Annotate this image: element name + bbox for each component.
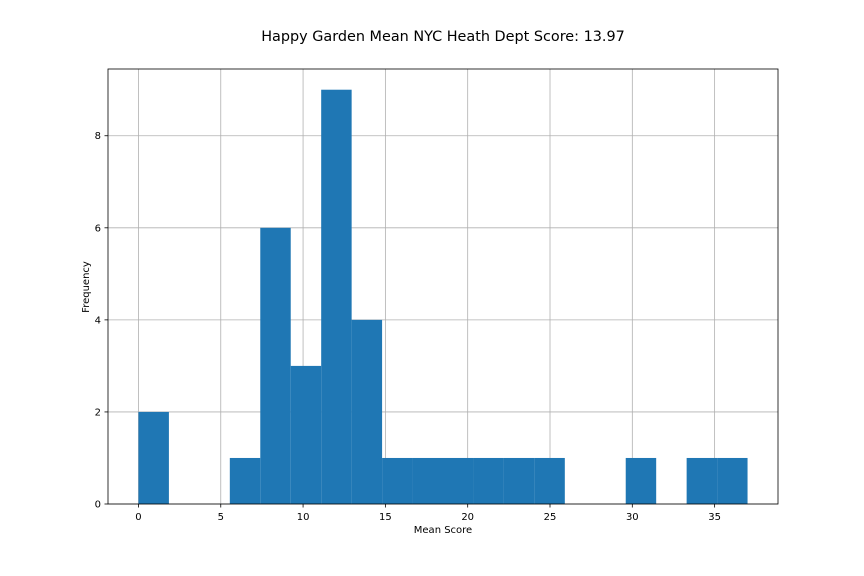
histogram-bar [138,411,169,504]
histogram-bar [260,227,291,505]
histogram-bar [534,457,565,504]
chart-title: Happy Garden Mean NYC Heath Dept Score: … [261,29,625,45]
y-axis-label: Frequency [81,261,92,313]
plot-frame [107,68,779,505]
x-axis-ticks: 0 5 10 15 20 25 30 35 [135,504,721,523]
histogram-bar [229,457,261,504]
x-tick-label: 5 [218,512,224,523]
x-tick-label: 10 [297,512,310,523]
x-tick-label: 25 [544,512,557,523]
histogram-bar [382,457,413,504]
histogram-bar [321,89,352,504]
x-axis-label: Mean Score [414,525,472,536]
y-tick-label: 8 [95,131,101,142]
bars [138,89,748,505]
grid-lines [108,69,778,505]
x-tick-label: 15 [379,512,392,523]
histogram-bar [412,457,443,504]
y-tick-label: 4 [95,315,101,326]
x-tick-label: 30 [626,512,639,523]
histogram-bar [290,365,322,504]
x-tick-label: 20 [461,512,474,523]
x-tick-label: 0 [135,512,141,523]
histogram-bar [503,457,535,504]
histogram-bar [686,457,718,504]
histogram-bar [473,457,504,504]
x-tick-label: 35 [708,512,721,523]
y-tick-label: 0 [95,500,101,511]
y-axis-ticks: 0 2 4 6 8 [95,131,108,511]
histogram-bar [625,457,657,504]
y-tick-label: 6 [95,223,101,234]
histogram-bar [443,457,474,504]
y-tick-label: 2 [95,407,101,418]
histogram-bar [717,457,748,504]
histogram-bar [351,319,383,504]
